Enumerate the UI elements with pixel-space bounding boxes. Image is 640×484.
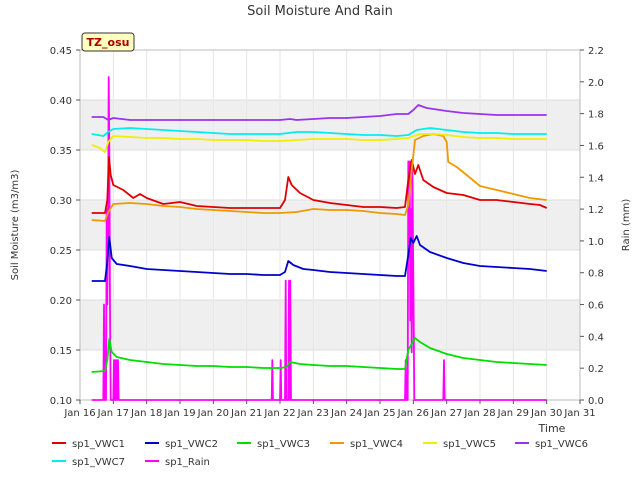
x-tick-label-0: Jan 16 <box>63 408 95 419</box>
series-line-sp1_Rain <box>91 76 547 401</box>
x-tick-label-10: Jan 26 <box>397 408 429 419</box>
legend-label-sp1_Rain: sp1_Rain <box>165 457 210 468</box>
y2-tick-label-9: 1.8 <box>588 110 604 121</box>
y-tick-label-6: 0.40 <box>50 96 72 107</box>
y-tick-label-4: 0.30 <box>50 196 72 207</box>
series-line-sp1_VWC3 <box>91 337 547 373</box>
series-line-sp1_VWC5 <box>91 133 547 153</box>
series-line-sp1_VWC1 <box>91 156 548 214</box>
x-tick-label-15: Jan 31 <box>563 408 595 419</box>
x-tick-label-13: Jan 29 <box>497 408 529 419</box>
x-axis: Jan 16 Jan 17 Jan 18 Jan 19 Jan 20 Jan 21 Jan … <box>63 400 596 419</box>
y-axis-label: Soil Moisture (m3/m3) <box>10 170 21 281</box>
x-tick-label-14: Jan 30 <box>530 408 562 419</box>
x-tick-label-12: Jan 28 <box>463 408 495 419</box>
y2-tick-label-3: 0.6 <box>588 301 604 312</box>
legend-label-sp1_VWC4: sp1_VWC4 <box>350 439 403 450</box>
y-tick-label-3: 0.25 <box>50 246 72 257</box>
y-tick-label-5: 0.35 <box>50 146 72 157</box>
band-2 <box>80 100 580 150</box>
y2-tick-label-2: 0.4 <box>588 332 604 343</box>
y-tick-label-2: 0.20 <box>50 296 72 307</box>
x-tick-label-3: Jan 19 <box>163 408 195 419</box>
x-tick-label-1: Jan 17 <box>97 408 129 419</box>
y-tick-label-7: 0.45 <box>50 46 72 57</box>
y2-tick-label-5: 1.0 <box>588 237 604 248</box>
site-label-text: TZ_osu <box>87 36 130 49</box>
site-label-box: TZ_osu <box>81 32 135 52</box>
y2-tick-label-1: 0.2 <box>588 364 604 375</box>
x-tick-label-7: Jan 23 <box>297 408 329 419</box>
legend-label-sp1_VWC5: sp1_VWC5 <box>443 439 496 450</box>
y-tick-label-1: 0.15 <box>50 346 72 357</box>
band-0 <box>80 300 580 350</box>
series-line-sp1_VWC2 <box>91 235 547 282</box>
x-tick-label-4: Jan 20 <box>197 408 229 419</box>
x-axis-label: Time <box>538 422 566 435</box>
x-tick-label-5: Jan 21 <box>230 408 262 419</box>
y2-tick-label-6: 1.2 <box>588 205 604 216</box>
y2-tick-label-4: 0.8 <box>588 269 604 280</box>
legend-label-sp1_VWC1: sp1_VWC1 <box>72 439 125 450</box>
legend-label-sp1_VWC3: sp1_VWC3 <box>257 439 310 450</box>
series-line-sp1_VWC4 <box>91 133 547 222</box>
chart-legend: sp1_VWC1 sp1_VWC2 sp1_VWC3 sp1_VWC4 sp1_VWC5… <box>52 439 588 468</box>
legend-label-sp1_VWC7: sp1_VWC7 <box>72 457 125 468</box>
y2-axis-label: Rain (mm) <box>621 199 632 252</box>
chart-series-lines <box>91 76 548 401</box>
y2-tick-label-7: 1.4 <box>588 173 604 184</box>
chart-title: Soil Moisture And Rain <box>247 4 393 19</box>
chart-bands <box>80 100 580 350</box>
legend-label-sp1_VWC6: sp1_VWC6 <box>535 439 588 450</box>
y-tick-label-0: 0.10 <box>50 396 72 407</box>
x-tick-label-8: Jan 24 <box>330 408 362 419</box>
x-tick-label-9: Jan 25 <box>363 408 395 419</box>
y-axis-right: 0.0 0.2 0.4 0.6 0.8 1.0 1.2 1.4 1.6 1.8 2.0 2.2 <box>580 46 604 407</box>
x-tick-label-6: Jan 22 <box>263 408 295 419</box>
x-tick-label-11: Jan 27 <box>430 408 462 419</box>
legend-label-sp1_VWC2: sp1_VWC2 <box>165 439 218 450</box>
y2-tick-label-8: 1.6 <box>588 141 604 152</box>
y-axis-left: 0.10 0.15 0.20 0.25 0.30 0.35 0.40 0.45 <box>50 46 80 407</box>
x-tick-label-2: Jan 18 <box>130 408 162 419</box>
y2-tick-label-0: 0.0 <box>588 396 604 407</box>
series-line-sp1_VWC6 <box>91 104 547 121</box>
series-line-sp1_VWC7 <box>91 127 547 137</box>
y2-tick-label-10: 2.0 <box>588 78 604 89</box>
band-1 <box>80 200 580 250</box>
y2-tick-label-11: 2.2 <box>588 46 604 57</box>
